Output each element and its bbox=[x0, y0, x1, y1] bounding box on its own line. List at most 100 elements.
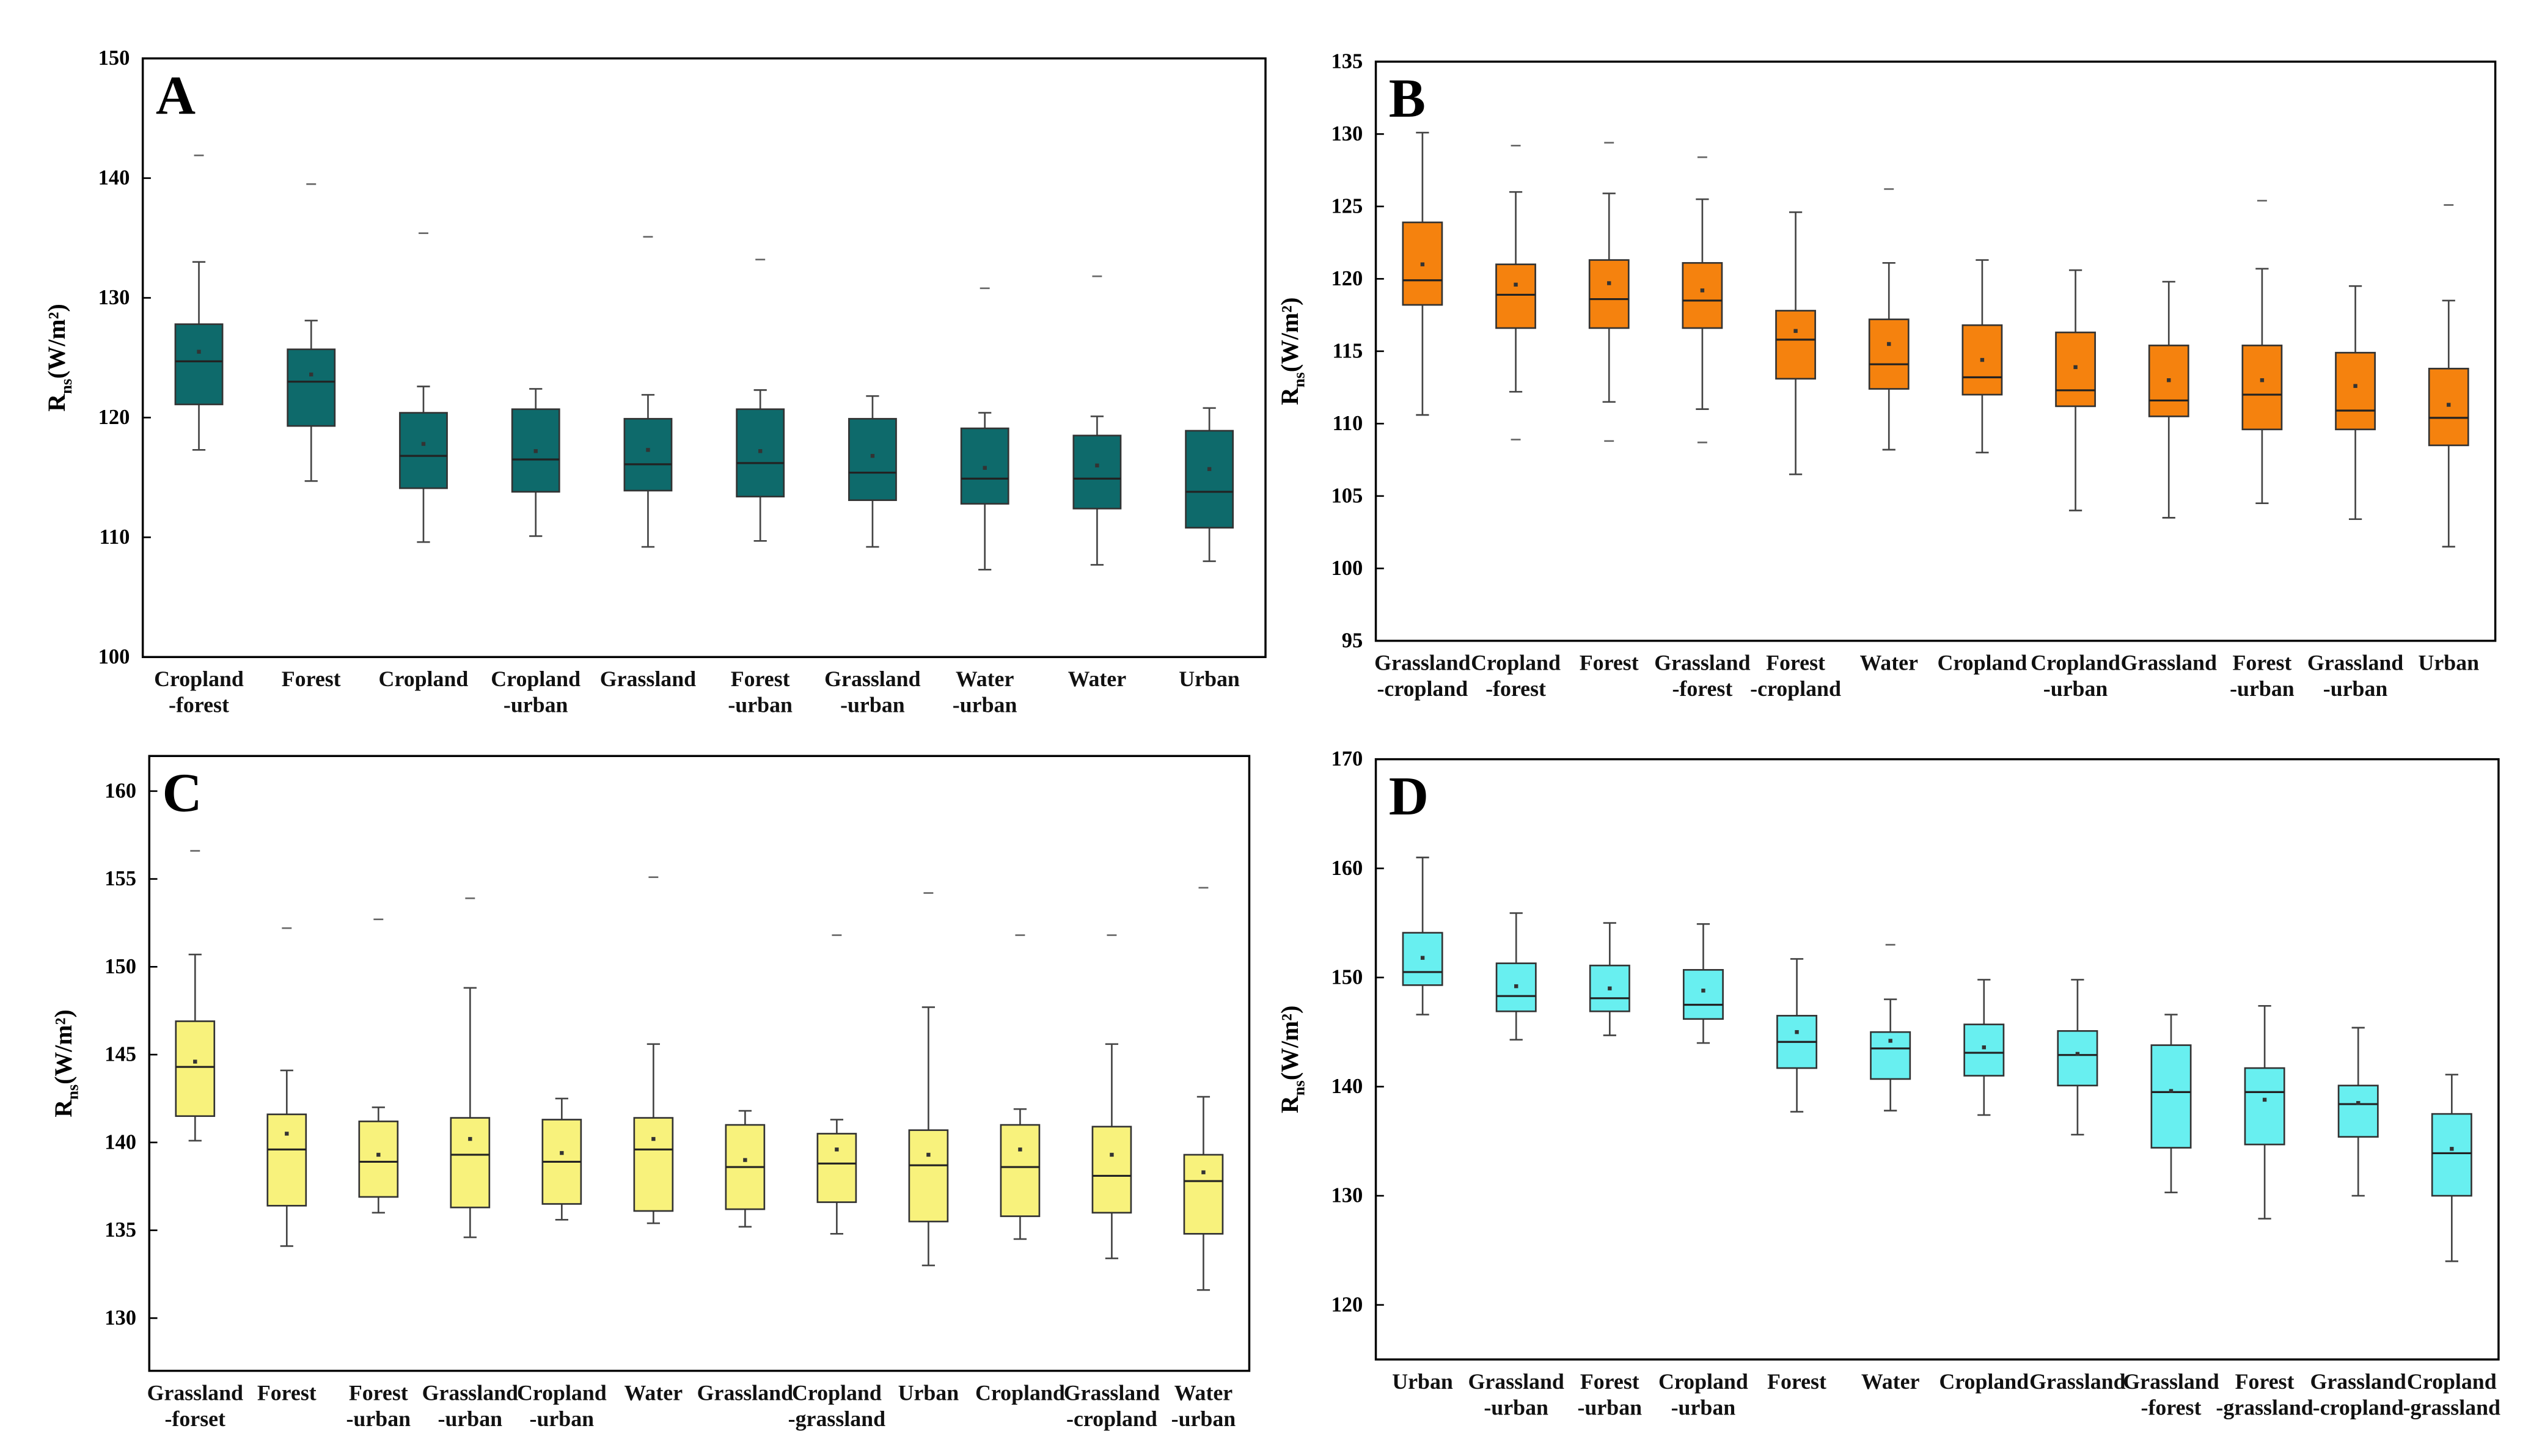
x-tick-label: Cropland -urban bbox=[491, 667, 581, 717]
box bbox=[908, 1129, 949, 1223]
mean-marker bbox=[285, 1132, 289, 1136]
y-label-sub: ns bbox=[63, 1085, 81, 1100]
x-label-box: Forest -urban bbox=[728, 667, 793, 717]
mean-marker bbox=[1420, 956, 1425, 960]
x-tick-label: Grassland -forset bbox=[147, 1380, 243, 1431]
mean-marker bbox=[983, 466, 987, 470]
y-label-unit: (W/m²) bbox=[50, 1009, 77, 1085]
x-tick-label: Cropland bbox=[378, 667, 469, 692]
panel: C 130 135 140 145 150 155 160 Rns(W/m²) Grassland… bbox=[50, 755, 1251, 1431]
box bbox=[511, 408, 560, 493]
box bbox=[1682, 969, 1724, 1020]
box bbox=[174, 323, 224, 406]
x-label-box: Cropland bbox=[975, 1381, 1065, 1405]
x-tick-label: Water bbox=[1859, 650, 1919, 675]
y-tick-label: 130 bbox=[1331, 122, 1363, 145]
mean-marker bbox=[1110, 1152, 1114, 1157]
box bbox=[2337, 1085, 2379, 1138]
y-tick-label: 130 bbox=[104, 1306, 136, 1330]
mean-marker bbox=[646, 448, 650, 452]
panel: D 120 130 140 150 160 170 Rns(W/m²) Urban Grassla… bbox=[1276, 747, 2500, 1420]
x-tick-label: Cropland -urban bbox=[516, 1380, 607, 1431]
panel-label: A bbox=[156, 65, 196, 126]
x-label-box: Forest -grassland bbox=[2216, 1369, 2313, 1419]
mean-marker bbox=[1514, 282, 1518, 287]
x-tick-label: Grassland -urban bbox=[422, 1380, 519, 1431]
y-tick-label: 135 bbox=[104, 1218, 136, 1242]
box bbox=[2055, 331, 2096, 408]
x-tick-label: Cropland -forest bbox=[154, 667, 244, 717]
box bbox=[1868, 318, 1910, 390]
x-label-box: Forest bbox=[281, 667, 341, 692]
x-tick-label: Grassland -cropland bbox=[1063, 1380, 1160, 1431]
y-tick-label: 110 bbox=[100, 525, 130, 549]
mean-marker bbox=[2073, 365, 2078, 370]
x-label-box: Water bbox=[1859, 650, 1919, 675]
x-tick-label: Forest bbox=[257, 1380, 317, 1405]
x-tick-label: Grassland -forest bbox=[1654, 650, 1751, 701]
x-tick-label: Grassland bbox=[2029, 1369, 2126, 1394]
y-label-base: R bbox=[50, 1099, 77, 1118]
mean-marker bbox=[1608, 986, 1612, 990]
x-label-box: Forest bbox=[1579, 650, 1639, 675]
mean-marker bbox=[1700, 288, 1705, 293]
box bbox=[1072, 434, 1122, 510]
x-label-box: Cropland -grassland bbox=[788, 1380, 886, 1431]
y-label-unit: (W/m²) bbox=[1276, 298, 1303, 373]
y-tick-label: 95 bbox=[1342, 629, 1363, 652]
x-label-box: Water -urban bbox=[1171, 1381, 1236, 1431]
y-tick-label: 170 bbox=[1331, 747, 1363, 770]
x-label-box: Cropland -urban bbox=[2031, 650, 2120, 701]
x-tick-label: Water bbox=[624, 1380, 683, 1405]
x-tick-label: Urban bbox=[2418, 650, 2480, 675]
box bbox=[1588, 259, 1630, 329]
y-tick-label: 130 bbox=[1331, 1184, 1363, 1207]
box bbox=[1495, 263, 1536, 329]
y-tick-label: 125 bbox=[1331, 194, 1363, 218]
box bbox=[175, 1020, 216, 1118]
x-tick-label: Cropland -grassland bbox=[788, 1380, 886, 1431]
plot-frame bbox=[1374, 758, 2500, 1361]
panel-label: B bbox=[1389, 68, 1426, 129]
x-label-box: Cropland -urban bbox=[1658, 1369, 1748, 1419]
mean-marker bbox=[1888, 1039, 1892, 1043]
x-tick-label: Cropland -urban bbox=[2031, 650, 2120, 701]
y-label-sub: ns bbox=[57, 379, 75, 394]
x-tick-label: Cropland -grassland bbox=[2403, 1369, 2500, 1420]
x-tick-label: Forest -cropland bbox=[1750, 650, 1841, 701]
x-tick-label: Forest bbox=[281, 667, 341, 692]
mean-marker bbox=[926, 1152, 931, 1157]
mean-marker bbox=[1980, 357, 1985, 362]
box bbox=[287, 348, 336, 427]
mean-marker bbox=[1420, 262, 1425, 266]
x-tick-label: Forest -urban bbox=[728, 667, 793, 717]
x-tick-label: Forest -urban bbox=[346, 1380, 411, 1431]
x-label-box: Grassland bbox=[2120, 650, 2217, 675]
x-tick-label: Forest bbox=[1579, 650, 1639, 675]
x-label-box: Grassland bbox=[600, 667, 696, 691]
mean-marker bbox=[560, 1151, 564, 1155]
x-label-box: Cropland -urban bbox=[491, 667, 581, 717]
box bbox=[1870, 1031, 1911, 1080]
y-label-base: R bbox=[1276, 387, 1303, 405]
plot-frame bbox=[1374, 60, 2497, 642]
box bbox=[2244, 1067, 2285, 1146]
mean-marker bbox=[2356, 1101, 2361, 1105]
box bbox=[623, 418, 673, 492]
x-label-box: Water bbox=[1861, 1369, 1920, 1394]
x-label-box: Urban bbox=[1392, 1369, 1453, 1394]
mean-marker bbox=[1793, 329, 1798, 333]
x-label-box: Water -urban bbox=[953, 667, 1017, 717]
mean-marker bbox=[193, 1059, 197, 1064]
mean-marker bbox=[309, 372, 313, 377]
y-tick-label: 160 bbox=[104, 779, 136, 802]
box bbox=[2057, 1030, 2098, 1087]
x-tick-label: Grassland bbox=[2120, 650, 2217, 675]
y-label-base: R bbox=[1276, 1095, 1303, 1113]
x-label-box: Grassland bbox=[2029, 1369, 2126, 1394]
x-label-box: Forest -cropland bbox=[1750, 650, 1841, 701]
panel-label: C bbox=[163, 763, 202, 824]
y-axis-label: Rns(W/m²) bbox=[50, 1009, 82, 1117]
y-tick-label: 140 bbox=[1331, 1075, 1363, 1098]
